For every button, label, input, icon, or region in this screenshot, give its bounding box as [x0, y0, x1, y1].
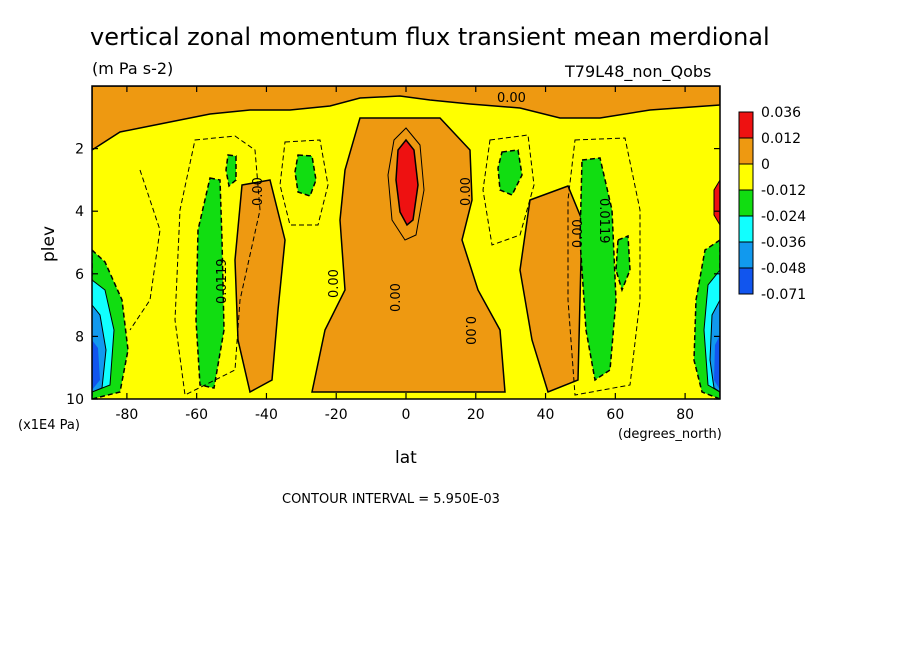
chart-units: (m Pa s-2)	[92, 59, 173, 78]
contour-label: 0.0119	[215, 259, 230, 305]
dashed-contour-30n	[482, 134, 535, 246]
y-axis-units: (x1E4 Pa)	[18, 418, 80, 433]
colorbar-label: -0.048	[761, 261, 806, 277]
contour-label: 0.00	[251, 177, 266, 206]
green-blob-65n	[615, 234, 631, 293]
contour-plot-area: 0.00 0.00 0.00 0.00 0.00 0.00 0.00 0.011…	[92, 86, 720, 399]
orange-region-equator	[311, 117, 506, 393]
colorbar-swatch	[738, 215, 754, 243]
dashed-contour-sw	[129, 169, 161, 331]
contour-label: 0.00	[462, 316, 477, 345]
colorbar-swatch	[738, 189, 754, 217]
x-tick-label: -80	[115, 407, 138, 423]
colorbar-swatch	[738, 241, 754, 269]
x-tick-label: 80	[676, 407, 694, 423]
contour-label: 0.00	[459, 177, 474, 206]
north-polar-darkblue	[714, 335, 720, 390]
y-axis-label: plev	[39, 226, 59, 262]
x-tick-label: 60	[606, 407, 624, 423]
contour-label: 0.00	[571, 219, 586, 248]
x-axis: -80 -60 -40 -20 0 20 40 60 80	[115, 86, 694, 423]
north-edge-red	[713, 179, 720, 226]
colorbar-label: 0	[761, 157, 770, 173]
x-tick-label: 40	[537, 407, 555, 423]
green-blob-30n	[497, 149, 523, 196]
red-core-contour	[387, 127, 425, 241]
y-tick-label: 8	[75, 329, 84, 345]
contour-label: 0.00	[389, 283, 404, 312]
y-tick-label: 2	[75, 142, 84, 158]
x-axis-units: (degrees_north)	[618, 427, 722, 442]
contour-label: 0.0119	[596, 198, 611, 244]
y-tick-label: 4	[75, 204, 84, 220]
colorbar-swatch	[738, 163, 754, 191]
contour-label: 0.00	[327, 269, 342, 298]
contour-label: 0.00	[497, 91, 526, 106]
colorbar-swatch	[738, 111, 754, 139]
orange-region-45n	[519, 185, 583, 393]
red-core-equator	[395, 138, 419, 227]
colorbar-label: 0.012	[761, 131, 801, 147]
y-tick-label: 10	[66, 392, 84, 408]
colorbar-label: -0.024	[761, 209, 806, 225]
green-blob-50s	[225, 154, 237, 188]
x-tick-label: -40	[255, 407, 278, 423]
green-region-56n	[579, 157, 617, 382]
dashed-contour-30s	[279, 139, 329, 226]
colorbar-swatch	[738, 137, 754, 165]
contour-interval-note: CONTOUR INTERVAL = 5.950E-03	[282, 492, 500, 507]
green-region-57s	[195, 177, 225, 389]
colorbar-label: -0.012	[761, 183, 806, 199]
orange-region-43s	[234, 179, 286, 394]
x-tick-label: -60	[185, 407, 208, 423]
green-blob-30s	[294, 154, 317, 197]
x-axis-label: lat	[395, 448, 417, 468]
x-tick-label: -20	[325, 407, 348, 423]
colorbar-label: -0.036	[761, 235, 806, 251]
south-polar-darkblue	[92, 340, 100, 390]
y-axis: 2 4 6 8 10	[66, 142, 720, 408]
colorbar-label: -0.071	[761, 287, 806, 303]
chart-title: vertical zonal momentum flux transient m…	[90, 23, 770, 51]
colorbar-swatch	[738, 267, 754, 295]
orange-region-top	[92, 86, 720, 151]
dashed-contour-north	[567, 137, 641, 396]
colorbar-label: 0.036	[761, 105, 801, 121]
experiment-label: T79L48_non_Qobs	[564, 62, 711, 82]
dashed-contour-south	[174, 135, 261, 396]
x-tick-label: 0	[402, 407, 411, 423]
x-tick-label: 20	[467, 407, 485, 423]
colorbar: 0.036 0.012 0 -0.012 -0.024 -0.036 -0.048 -0.07…	[738, 105, 806, 303]
y-tick-label: 6	[75, 267, 84, 283]
